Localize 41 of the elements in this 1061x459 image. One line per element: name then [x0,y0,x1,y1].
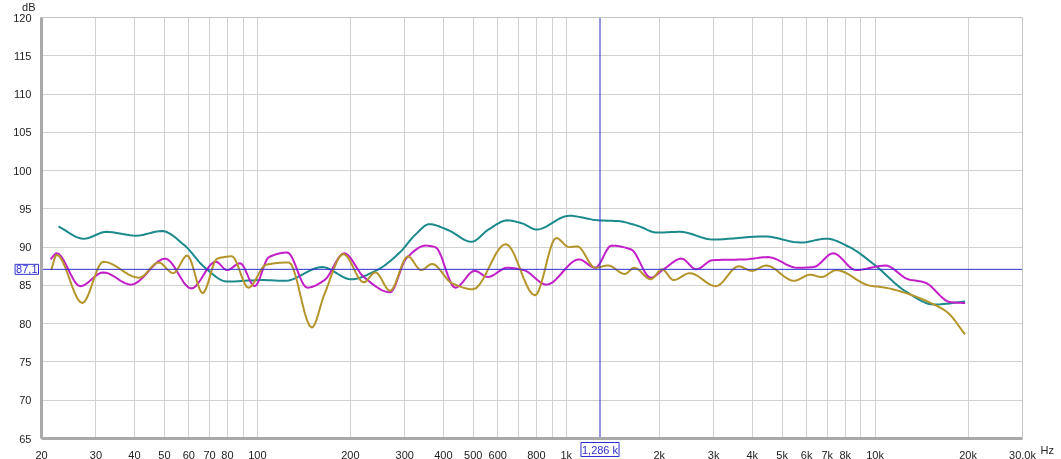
y-tick-label: 65 [19,432,32,445]
y-tick-label: 100 [13,164,32,177]
x-tick-label: 50 [158,448,171,459]
x-tick-label: 70 [203,448,216,459]
x-tick-label: 300 [395,448,414,459]
x-tick-label: 2k [653,448,666,459]
ref-line-label: 1,286 k [581,443,619,456]
ref-line-label: 87,1 [16,263,38,276]
x-tick-label: 30 [89,448,103,459]
x-tick-label: 400 [434,448,453,459]
y-tick-label: 75 [19,355,32,368]
x-tick-label: 600 [488,448,507,459]
x-tick-label: 20k [959,448,978,459]
x-tick-label: 7k [821,448,834,459]
y-axis-title: dB [22,0,36,13]
x-tick-label: 100 [248,448,267,459]
y-tick-label: 70 [19,394,32,407]
x-tick-label: 6k [800,448,813,459]
y-tick-label: 115 [13,49,32,62]
x-tick-label: 3k [707,448,720,459]
x-tick-label: 8k [839,448,852,459]
x-tick-label: 20 [35,448,48,459]
y-tick-label: 110 [13,88,32,101]
x-tick-label: 30,0k [1009,448,1037,459]
y-tick-label: 85 [19,279,32,292]
x-axis-title: Hz [1040,443,1054,456]
x-tick-label: 500 [464,448,483,459]
y-tick-label: 80 [19,317,32,330]
x-tick-label: 60 [182,448,195,459]
x-tick-label: 5k [776,448,789,459]
x-tick-label: 80 [221,448,234,459]
x-tick-label: 800 [527,448,546,459]
y-tick-label: 90 [19,241,32,254]
x-tick-label: 10k [866,448,885,459]
y-tick-label: 120 [13,11,32,24]
x-tick-label: 4k [746,448,759,459]
x-tick-label: 40 [128,448,141,459]
y-tick-label: 105 [13,126,32,139]
x-tick-label: 200 [341,448,360,459]
x-tick-label: 1k [560,448,573,459]
y-tick-label: 95 [19,202,32,215]
